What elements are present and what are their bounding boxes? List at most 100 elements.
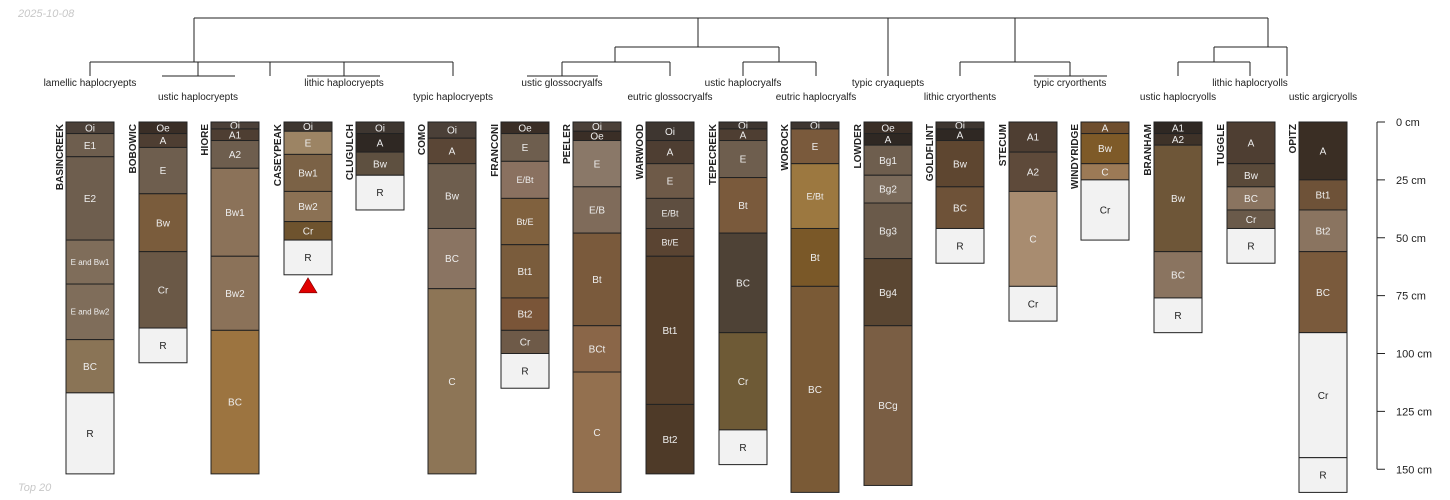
horizon-label: Oi xyxy=(955,121,965,132)
horizon-label: Cr xyxy=(158,285,169,296)
horizon-label: Oi xyxy=(303,122,313,133)
horizon-label: A xyxy=(885,135,892,146)
profile-name: GOLDFLINT xyxy=(925,124,936,181)
horizon-peeler-3 xyxy=(572,186,622,234)
horizon-label: BC xyxy=(1171,270,1185,281)
profile-name: WARWOOD xyxy=(635,124,646,179)
horizon-label: BC xyxy=(228,398,242,409)
horizon-warwood-2 xyxy=(645,163,695,199)
axis-tick-label: 25 cm xyxy=(1396,175,1426,187)
horizon-label: Bg1 xyxy=(879,156,897,167)
horizon-peeler-5 xyxy=(572,325,622,373)
horizon-label: Bt2 xyxy=(662,435,677,446)
horizon-label: E and Bw1 xyxy=(71,258,110,267)
horizon-label: A2 xyxy=(1027,167,1040,178)
horizon-label: A xyxy=(1102,123,1109,134)
profile-franconi: Oe E E/Bt Bt/E Bt1 Bt2 Cr R FRANCONI xyxy=(490,121,550,389)
horizon-warwood-4 xyxy=(645,227,695,257)
class-label: typic cryaquepts xyxy=(852,78,924,89)
profile-bobowic: Oe A E Bw Cr R BOBOWIC xyxy=(128,121,188,364)
horizon-label: A2 xyxy=(1172,135,1185,146)
horizon-label: Cr xyxy=(1028,299,1039,310)
horizon-label: E xyxy=(160,166,167,177)
profile-tuggle: A Bw BC Cr R TUGGLE xyxy=(1216,121,1276,264)
horizon-label: R xyxy=(376,188,383,199)
horizon-label: Cr xyxy=(738,377,749,388)
horizon-label: Bw1 xyxy=(225,208,245,219)
class-label: ustic haplocryalfs xyxy=(705,78,782,89)
horizon-label: Cr xyxy=(303,226,314,237)
horizon-label: Oi xyxy=(592,122,602,133)
horizon-label: Cr xyxy=(1246,215,1257,226)
horizon-label: A xyxy=(377,138,384,149)
horizon-label: A1 xyxy=(1172,123,1185,134)
horizon-label: Bt2 xyxy=(1315,226,1330,237)
horizon-opitz-4 xyxy=(1298,332,1348,459)
class-label: eutric haplocryalfs xyxy=(776,92,857,103)
class-label: typic cryorthents xyxy=(1034,78,1107,89)
horizon-label: BC xyxy=(445,254,459,265)
horizon-label: Bw xyxy=(1171,194,1186,205)
profile-stecum: A1 A2 C Cr STECUM xyxy=(998,121,1058,322)
horizon-franconi-3 xyxy=(500,197,550,246)
class-label: ustic haplocryepts xyxy=(158,92,238,103)
horizon-worock-4 xyxy=(790,285,840,493)
axis-tick-label: 100 cm xyxy=(1396,349,1432,361)
horizon-label: A1 xyxy=(229,130,242,141)
profile-name: WOROCK xyxy=(780,123,791,170)
depth-axis: 0 cm 25 cm 50 cm 75 cm 100 cm 125 cm 150 cm xyxy=(1376,117,1432,476)
horizon-label: A xyxy=(160,136,167,147)
horizon-label: Oi xyxy=(665,127,675,138)
horizon-label: C xyxy=(1029,235,1036,246)
horizon-label: R xyxy=(304,253,311,264)
date-label: 2025-10-08 xyxy=(18,8,75,20)
axis-tick-label: 50 cm xyxy=(1396,233,1426,245)
profile-name: WINDYRIDGE xyxy=(1070,124,1081,189)
profile-name: CLUGULCH xyxy=(345,124,356,180)
class-label: lithic haplocryepts xyxy=(304,78,383,89)
horizon-label: R xyxy=(1319,471,1326,482)
horizon-label: Oi xyxy=(447,126,457,137)
horizon-label: Bw xyxy=(373,159,388,170)
horizon-label: Bw xyxy=(1098,144,1113,155)
horizon-tepecreek-4 xyxy=(718,232,768,334)
horizon-peeler-4 xyxy=(572,232,622,327)
horizon-peeler-6 xyxy=(572,371,622,493)
horizon-bobowic-5 xyxy=(138,327,188,364)
horizon-label: A xyxy=(449,147,456,158)
profile-clugulch: Oi A Bw R CLUGULCH xyxy=(345,121,405,211)
horizon-label: Oi xyxy=(375,123,385,134)
horizon-label: E xyxy=(740,155,747,166)
horizon-label: E and Bw2 xyxy=(71,308,110,317)
horizon-label: A xyxy=(740,130,747,141)
profile-name: FRANCONI xyxy=(490,124,501,177)
horizon-label: R xyxy=(521,366,528,377)
horizon-como-2 xyxy=(427,163,477,229)
horizon-label: BC xyxy=(83,362,97,373)
profile-name: PEELER xyxy=(562,123,573,164)
horizon-caseypeak-2 xyxy=(283,153,333,192)
horizon-label: Bt/E xyxy=(516,217,533,227)
horizon-franconi-2 xyxy=(500,160,550,199)
horizon-basincreek-2 xyxy=(65,156,115,241)
profile-name: LOWDER xyxy=(853,123,864,168)
profile-name: CASEYPEAK xyxy=(273,123,284,186)
horizon-label: Oe xyxy=(881,123,895,134)
axis-tick-label: 150 cm xyxy=(1396,464,1432,476)
horizon-label: E/B xyxy=(589,206,605,217)
horizon-tepecreek-2 xyxy=(718,140,768,179)
horizon-label: C xyxy=(448,377,455,388)
horizon-label: Oe xyxy=(590,131,604,142)
horizon-label: Bt xyxy=(738,201,748,212)
caption-label: Top 20 xyxy=(18,482,52,494)
horizon-label: Bt2 xyxy=(517,310,532,321)
profile-name: BASINCREEK xyxy=(55,123,66,190)
profile-name: BRANHAM xyxy=(1143,124,1154,176)
horizon-worock-3 xyxy=(790,227,840,287)
horizon-hiore-5 xyxy=(210,329,260,475)
profile-basincreek: Oi E1 E2 E and Bw1 E and Bw2 BC R BASINCREEK xyxy=(55,121,115,475)
horizon-label: Bt1 xyxy=(662,326,677,337)
horizon-label: BCg xyxy=(878,401,897,412)
